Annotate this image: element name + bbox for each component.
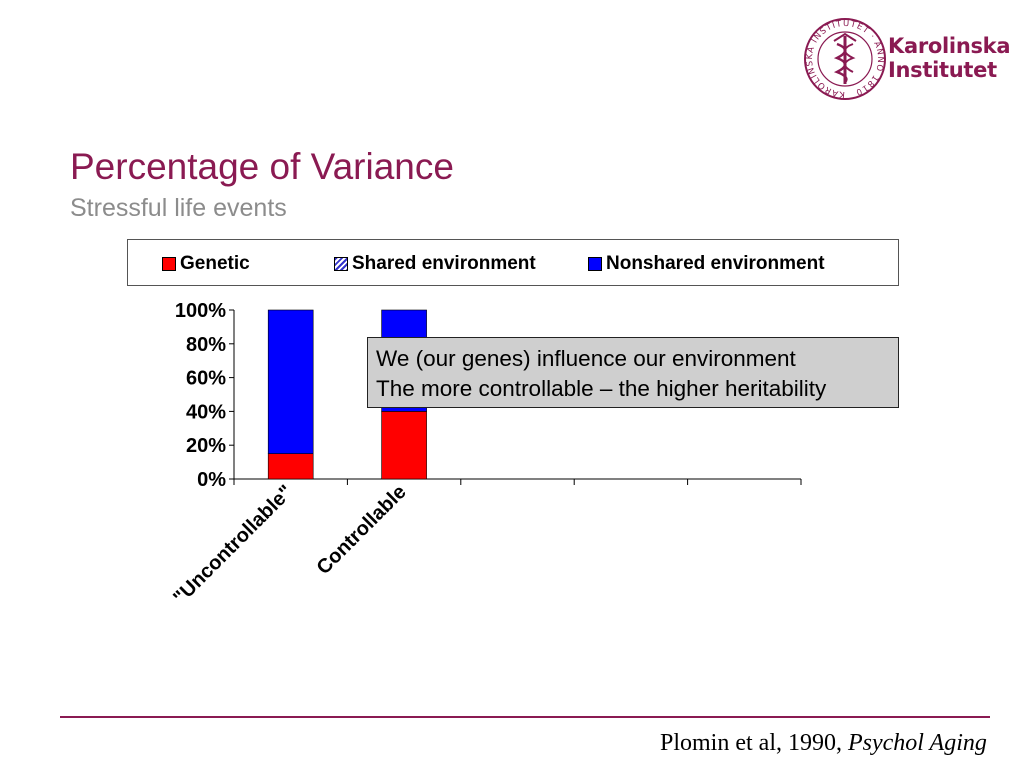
callout-line-2: The more controllable – the higher herit… bbox=[376, 376, 827, 401]
legend-label: Genetic bbox=[180, 253, 250, 274]
logo-wordmark: Karolinska Institutet bbox=[888, 34, 1011, 82]
page-title: Percentage of Variance bbox=[70, 146, 454, 187]
callout-line-1: We (our genes) influence our environment bbox=[376, 346, 796, 371]
legend-swatch-nonshared-environment bbox=[588, 257, 602, 271]
y-tick-label: 40% bbox=[186, 401, 226, 423]
footer-divider bbox=[60, 716, 990, 718]
citation-journal: Psychol Aging bbox=[848, 730, 987, 756]
y-tick-label: 100% bbox=[175, 300, 226, 322]
citation: Plomin et al, 1990, Psychol Aging bbox=[660, 730, 987, 757]
legend-label: Nonshared environment bbox=[606, 253, 825, 274]
legend-label: Shared environment bbox=[352, 253, 536, 274]
bar-genetic bbox=[267, 453, 314, 480]
karolinska-logo: KAROLINSKA INSTITUTET · ANNO 1810 bbox=[800, 14, 1000, 102]
x-category-label: Controllable bbox=[313, 481, 411, 579]
y-tick-label: 0% bbox=[197, 469, 226, 491]
legend-item-nonshared-environment: Nonshared environment bbox=[588, 253, 825, 275]
y-tick-label: 80% bbox=[186, 334, 226, 356]
karolinska-seal-icon: KAROLINSKA INSTITUTET · ANNO 1810 bbox=[804, 18, 886, 100]
x-category-label: "Uncontrollable" bbox=[169, 481, 297, 609]
bar-nonshared-environment bbox=[267, 309, 314, 454]
legend-swatch-genetic bbox=[162, 257, 176, 271]
citation-text: Plomin et al, 1990, bbox=[660, 730, 848, 756]
page-subtitle: Stressful life events bbox=[70, 194, 287, 222]
y-tick-label: 20% bbox=[186, 435, 226, 457]
annotation-callout: We (our genes) influence our environment… bbox=[367, 337, 899, 408]
chart-legend: Genetic Shared environment Nonshared env… bbox=[127, 239, 899, 286]
legend-item-shared-environment: Shared environment bbox=[334, 253, 536, 275]
bar-genetic bbox=[381, 411, 427, 480]
legend-item-genetic: Genetic bbox=[162, 253, 250, 275]
logo-name-line2: Institutet bbox=[888, 58, 997, 82]
y-tick-label: 60% bbox=[186, 368, 226, 390]
logo-name-line1: Karolinska bbox=[888, 34, 1011, 58]
legend-swatch-shared-environment bbox=[334, 257, 348, 271]
